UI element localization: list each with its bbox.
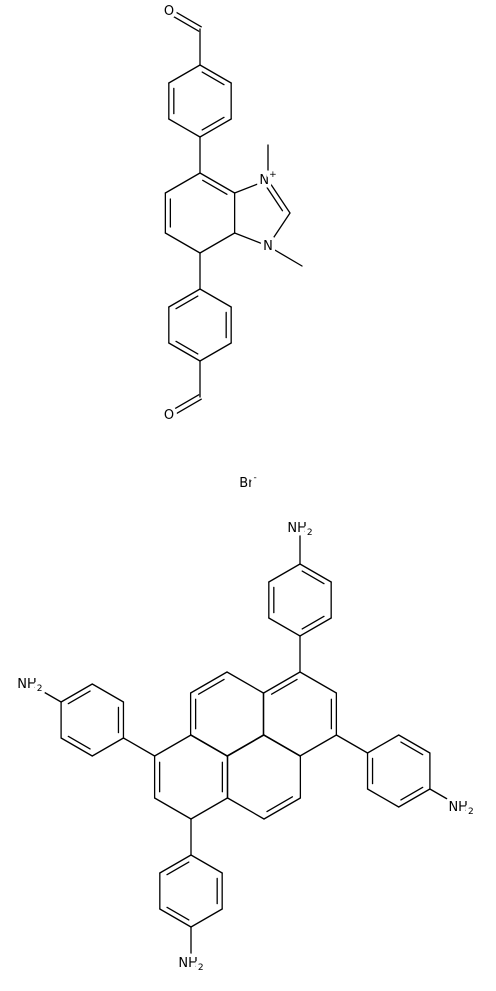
bond bbox=[398, 788, 431, 808]
bond bbox=[199, 232, 236, 254]
bond bbox=[301, 570, 325, 585]
bond bbox=[267, 212, 291, 247]
bond bbox=[429, 788, 462, 808]
bond bbox=[29, 683, 62, 703]
bond bbox=[168, 118, 201, 138]
bond bbox=[189, 671, 228, 694]
bond bbox=[398, 734, 431, 754]
bond bbox=[366, 734, 400, 754]
bond bbox=[266, 796, 294, 813]
atom-label: NH2 bbox=[178, 956, 203, 973]
bond bbox=[199, 64, 232, 84]
atom-subscript: 2 bbox=[37, 684, 43, 694]
bond bbox=[199, 342, 232, 362]
bond bbox=[167, 394, 200, 414]
bond bbox=[190, 797, 229, 820]
atom-label: N+ bbox=[259, 170, 276, 188]
bond bbox=[60, 737, 93, 757]
atom-label: O bbox=[164, 4, 174, 19]
bond bbox=[299, 671, 338, 694]
bond bbox=[153, 797, 192, 820]
bond bbox=[299, 734, 338, 757]
bond bbox=[233, 179, 269, 194]
bond bbox=[164, 232, 201, 254]
bond bbox=[268, 617, 301, 637]
bond bbox=[169, 8, 202, 28]
atom-symbol: NH bbox=[448, 800, 468, 815]
bond bbox=[266, 186, 284, 212]
bond bbox=[168, 342, 201, 362]
bond bbox=[299, 617, 332, 637]
atom-symbol: O bbox=[164, 4, 174, 19]
atom-symbol: N bbox=[259, 173, 269, 188]
bond bbox=[164, 172, 201, 194]
bond bbox=[270, 678, 298, 695]
atom-label: N bbox=[263, 239, 273, 254]
bond bbox=[201, 71, 225, 86]
atom-symbol: Br bbox=[239, 476, 254, 491]
atom-symbol: N bbox=[263, 239, 273, 254]
bond bbox=[226, 734, 265, 757]
bond bbox=[263, 797, 302, 820]
bond bbox=[268, 563, 301, 583]
atom-label: O bbox=[164, 408, 174, 423]
bond bbox=[91, 737, 125, 757]
bond bbox=[67, 735, 91, 750]
atom-label: Br- bbox=[239, 473, 257, 491]
bond bbox=[202, 179, 228, 195]
bond bbox=[335, 734, 369, 754]
bond bbox=[190, 854, 223, 874]
bond bbox=[159, 854, 192, 874]
bond bbox=[168, 64, 201, 84]
bond bbox=[366, 788, 400, 808]
atom-symbol: O bbox=[164, 408, 174, 423]
atom-symbol: NH bbox=[287, 521, 307, 536]
bond bbox=[267, 179, 291, 214]
atom-symbol: NH bbox=[17, 677, 37, 692]
bond bbox=[169, 398, 202, 418]
bond bbox=[301, 615, 325, 630]
bond bbox=[190, 908, 223, 928]
atom-subscript: 2 bbox=[307, 528, 313, 538]
bond bbox=[91, 683, 125, 703]
bond bbox=[190, 734, 229, 757]
bond bbox=[122, 737, 156, 757]
bond bbox=[262, 671, 301, 694]
bond bbox=[166, 906, 190, 921]
bond bbox=[199, 288, 232, 308]
atom-symbol: NH bbox=[178, 956, 198, 971]
bond bbox=[60, 683, 93, 703]
bond bbox=[400, 741, 424, 756]
bond bbox=[168, 288, 201, 308]
atom-subscript: 2 bbox=[198, 963, 204, 973]
bond bbox=[201, 116, 225, 131]
bond bbox=[199, 118, 232, 138]
bond bbox=[175, 295, 199, 310]
bond bbox=[166, 861, 190, 876]
bond bbox=[226, 797, 265, 820]
atom-subscript: 2 bbox=[468, 807, 474, 817]
bond bbox=[67, 690, 91, 705]
atom-label: NH2 bbox=[287, 521, 312, 538]
bond bbox=[167, 12, 200, 32]
bond bbox=[159, 908, 192, 928]
bond bbox=[233, 232, 269, 247]
atom-label: NH2 bbox=[17, 677, 42, 694]
bond bbox=[197, 678, 225, 695]
bond bbox=[226, 671, 265, 694]
bond bbox=[153, 734, 192, 757]
bonds bbox=[29, 8, 462, 964]
atom-label: NH2 bbox=[448, 800, 473, 817]
atom-charge: + bbox=[269, 170, 277, 180]
atom-charge: - bbox=[254, 473, 257, 483]
bond bbox=[263, 734, 302, 757]
bond bbox=[199, 172, 236, 194]
bond bbox=[299, 563, 332, 583]
bond bbox=[400, 786, 424, 801]
bond bbox=[267, 245, 303, 267]
bond bbox=[175, 340, 199, 355]
